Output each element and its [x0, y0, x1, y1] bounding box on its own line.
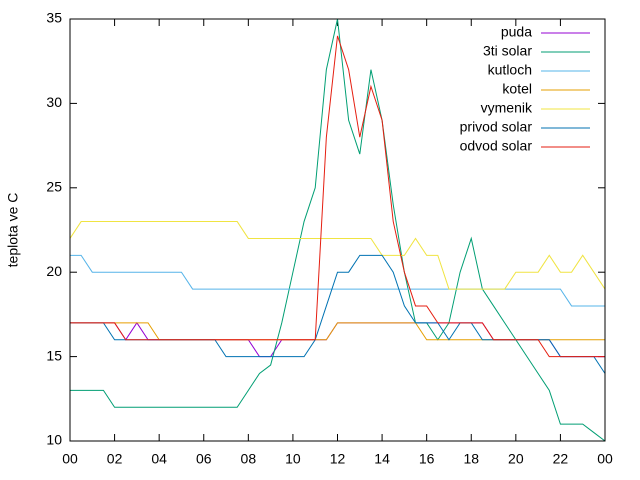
legend-label: odvod solar: [460, 138, 533, 154]
x-tick-label: 22: [553, 451, 569, 467]
x-tick-label: 18: [463, 451, 479, 467]
legend-label: privod solar: [460, 119, 533, 135]
y-tick-label: 10: [46, 432, 62, 448]
x-tick-label: 16: [419, 451, 435, 467]
x-tick-label: 06: [196, 451, 212, 467]
y-tick-label: 30: [46, 94, 62, 110]
series-line: [69, 221, 606, 290]
legend-label: puda: [501, 24, 532, 40]
x-tick-label: 00: [62, 451, 78, 467]
y-tick-label: 35: [46, 10, 62, 26]
series-line: [70, 254, 605, 307]
x-tick-label: 12: [330, 451, 346, 467]
y-tick-label: 20: [46, 263, 62, 279]
x-tick-label: 20: [508, 451, 524, 467]
legend-label: 3ti solar: [483, 43, 532, 59]
plot-border: [69, 18, 606, 442]
y-tick-label: 25: [46, 179, 62, 195]
legend-label: kotel: [502, 81, 532, 97]
x-tick-label: 10: [285, 451, 301, 467]
x-tick-label: 00: [597, 451, 613, 467]
x-tick-label: 14: [374, 451, 390, 467]
y-tick-label: 15: [46, 347, 62, 363]
legend-label: kutloch: [488, 62, 532, 78]
y-axis-label: teplota ve C: [5, 193, 21, 268]
x-tick-label: 08: [241, 451, 257, 467]
series-line: [70, 35, 605, 358]
legend-label: vymenik: [481, 100, 533, 116]
x-tick-label: 02: [107, 451, 123, 467]
x-tick-label: 04: [151, 451, 167, 467]
